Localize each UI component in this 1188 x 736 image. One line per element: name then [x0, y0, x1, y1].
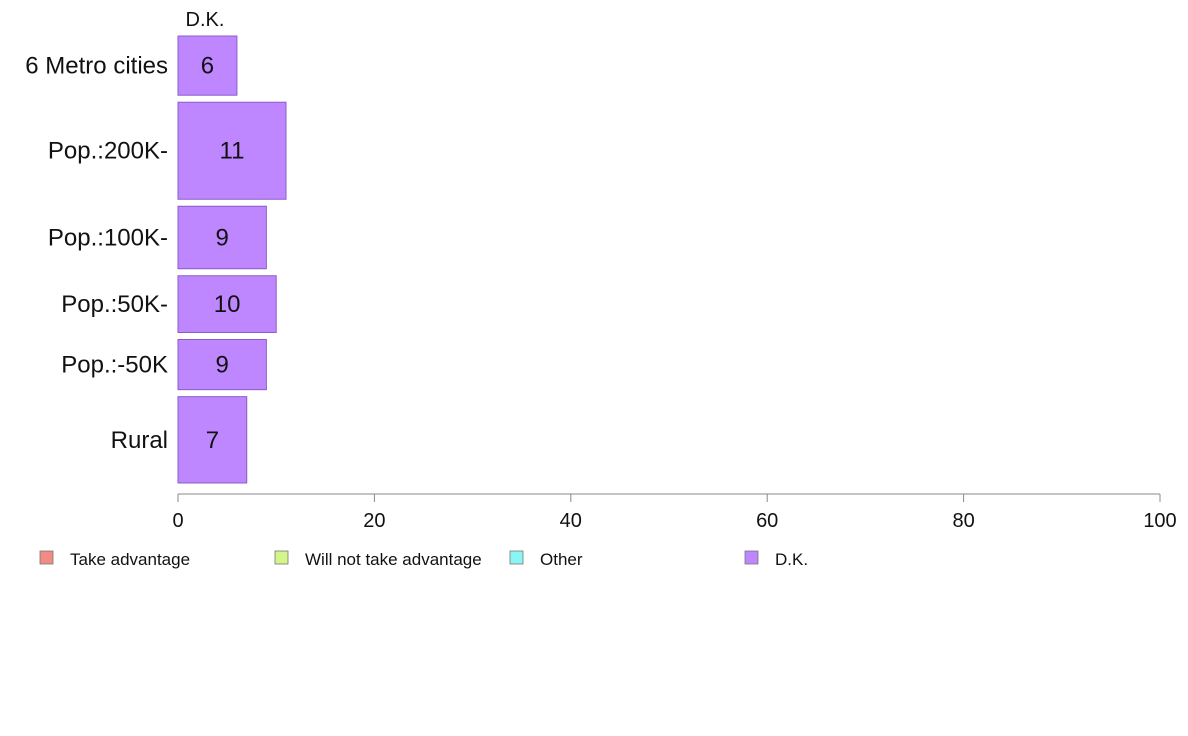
legend-swatch-0 — [39, 550, 54, 565]
bar-1 — [177, 101, 287, 200]
x-tick-label-0: 0 — [172, 510, 183, 532]
x-tick-label-4: 80 — [952, 510, 974, 532]
legend-swatch-3 — [744, 550, 759, 565]
category-label-2: Pop.:100K- — [48, 224, 168, 251]
x-tick-label-1: 20 — [363, 510, 385, 532]
data-label-1: 11 — [220, 138, 245, 165]
x-tick-label-5: 100 — [1143, 510, 1176, 532]
legend-label-1: Will not take advantage — [305, 550, 482, 569]
bar-4 — [177, 338, 267, 391]
data-label-4: 9 — [216, 352, 229, 379]
legend-label-0: Take advantage — [70, 550, 190, 569]
legend-label-2: Other — [540, 550, 583, 569]
legend: Take advantage Will not take advantage Oth… — [39, 550, 808, 569]
bar-5 — [177, 396, 248, 484]
column-header: D.K. — [186, 9, 225, 31]
data-label-3: 10 — [214, 291, 241, 318]
category-label-4: Pop.:-50K — [61, 352, 168, 379]
bar-0 — [177, 35, 238, 96]
bar-2 — [177, 205, 267, 270]
legend-swatch-2 — [509, 550, 524, 565]
data-label-2: 9 — [216, 224, 229, 251]
legend-label-3: D.K. — [775, 550, 808, 569]
bar-3 — [177, 275, 277, 333]
category-label-0: 6 Metro cities — [25, 53, 168, 80]
x-tick-label-3: 60 — [756, 510, 778, 532]
category-label-5: Rural — [111, 427, 168, 454]
x-tick-label-2: 40 — [560, 510, 582, 532]
bars-group: 6 6 Metro cities 11 Pop.:200K- 9 Pop.:100K- 10… — [25, 35, 287, 484]
category-label-3: Pop.:50K- — [61, 291, 168, 318]
legend-swatch-1 — [274, 550, 289, 565]
data-label-5: 7 — [206, 427, 219, 454]
data-label-0: 6 — [201, 53, 214, 80]
category-label-1: Pop.:200K- — [48, 138, 168, 165]
x-axis: 0 20 40 60 80 100 — [172, 493, 1177, 532]
